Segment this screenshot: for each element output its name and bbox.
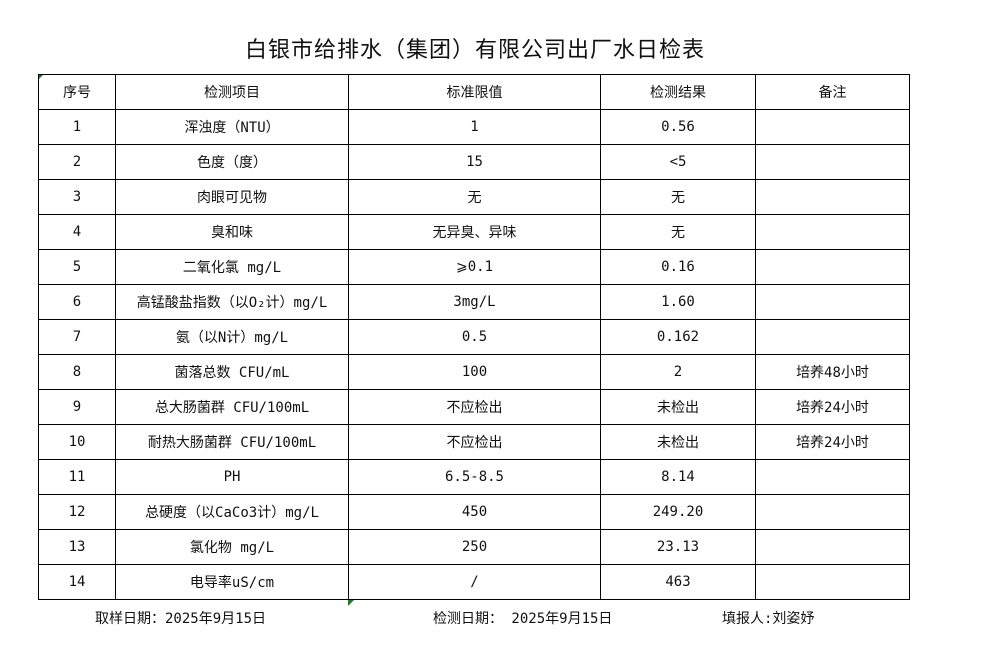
remark-cell [755, 214, 910, 250]
standard-limit-cell: 无 [348, 179, 601, 215]
row-number-cell: 2 [38, 144, 116, 180]
table-row: 10 耐热大肠菌群 CFU/100mL 不应检出 未检出 培养24小时 [38, 424, 910, 460]
test-result-cell: 未检出 [600, 424, 756, 460]
table-row: 11 PH 6.5-8.5 8.14 [38, 459, 910, 495]
remark-cell [755, 319, 910, 355]
standard-limit-cell: 0.5 [348, 319, 601, 355]
test-item-cell: 氯化物 mg/L [115, 529, 349, 565]
test-item-cell: 高锰酸盐指数（以O₂计）mg/L [115, 284, 349, 320]
standard-limit-cell: 无异臭、异味 [348, 214, 601, 250]
test-item-cell: 色度（度） [115, 144, 349, 180]
header-cell: 序号 [38, 74, 116, 110]
standard-limit-cell: ⩾0.1 [348, 249, 601, 285]
remark-cell [755, 459, 910, 495]
table-row: 1 浑浊度（NTU） 1 0.56 [38, 109, 910, 145]
remark-cell: 培养24小时 [755, 389, 910, 425]
remark-cell [755, 249, 910, 285]
row-number-cell: 4 [38, 214, 116, 250]
cell-marker-icon [348, 600, 354, 606]
standard-limit-cell: 6.5-8.5 [348, 459, 601, 495]
remark-cell [755, 144, 910, 180]
row-number-cell: 14 [38, 564, 116, 600]
remark-cell: 培养48小时 [755, 354, 910, 390]
row-number-cell: 9 [38, 389, 116, 425]
test-result-cell: 23.13 [600, 529, 756, 565]
test-result-cell: <5 [600, 144, 756, 180]
reporter: 填报人:刘姿妤 [722, 611, 815, 627]
remark-cell [755, 564, 910, 600]
test-item-cell: 菌落总数 CFU/mL [115, 354, 349, 390]
table-row: 3 肉眼可见物无无 [38, 179, 910, 215]
header-cell: 备注 [755, 74, 910, 110]
row-number-cell: 11 [38, 459, 116, 495]
test-item-cell: 耐热大肠菌群 CFU/100mL [115, 424, 349, 460]
test-item-cell: 浑浊度（NTU） [115, 109, 349, 145]
row-number-cell: 7 [38, 319, 116, 355]
test-result-cell: 0.162 [600, 319, 756, 355]
standard-limit-cell: 250 [348, 529, 601, 565]
remark-cell: 培养24小时 [755, 424, 910, 460]
standard-limit-cell: 15 [348, 144, 601, 180]
row-number-cell: 3 [38, 179, 116, 215]
remark-cell [755, 494, 910, 530]
table-row: 7 氨（以N计）mg/L 0.5 0.162 [38, 319, 910, 355]
row-number-cell: 1 [38, 109, 116, 145]
table-row: 4 臭和味 无异臭、异味无 [38, 214, 910, 250]
test-result-cell: 未检出 [600, 389, 756, 425]
page-title: 白银市给排水（集团）有限公司出厂水日检表 [244, 38, 705, 63]
table-row: 6 高锰酸盐指数（以O₂计）mg/L 3mg/L 1.60 [38, 284, 910, 320]
test-item-cell: 总大肠菌群 CFU/100mL [115, 389, 349, 425]
row-number-cell: 10 [38, 424, 116, 460]
standard-limit-cell: 不应检出 [348, 424, 601, 460]
test-result-cell: 0.56 [600, 109, 756, 145]
test-result-cell: 8.14 [600, 459, 756, 495]
remark-cell [755, 529, 910, 565]
test-result-cell: 0.16 [600, 249, 756, 285]
standard-limit-cell: 不应检出 [348, 389, 601, 425]
remark-cell [755, 284, 910, 320]
test-result-cell: 1.60 [600, 284, 756, 320]
header-cell: 检测结果 [600, 74, 756, 110]
water-quality-table: 序号 检测项目 标准限值 检测结果 备注 1 浑浊度（NTU） 1 0.56 2 色度（度… [38, 74, 910, 600]
table-row: 9 总大肠菌群 CFU/100mL 不应检出 未检出 培养24小时 [38, 389, 910, 425]
table-row: 14 电导率uS/cm/463 [38, 564, 910, 600]
standard-limit-cell: 3mg/L [348, 284, 601, 320]
row-number-cell: 12 [38, 494, 116, 530]
remark-cell [755, 179, 910, 215]
test-result-cell: 463 [600, 564, 756, 600]
standard-limit-cell: 100 [348, 354, 601, 390]
row-number-cell: 5 [38, 249, 116, 285]
test-item-cell: 二氧化氯 mg/L [115, 249, 349, 285]
table-row: 5 二氧化氯 mg/L ⩾0.1 0.16 [38, 249, 910, 285]
table-header-row: 序号 检测项目 标准限值 检测结果 备注 [38, 74, 910, 110]
row-number-cell: 8 [38, 354, 116, 390]
test-result-cell: 无 [600, 214, 756, 250]
sampling-date: 取样日期：2025年9月15日 [95, 611, 267, 627]
test-date: 检测日期： 2025年9月15日 [433, 611, 613, 627]
test-result-cell: 2 [600, 354, 756, 390]
row-number-cell: 13 [38, 529, 116, 565]
standard-limit-cell: 1 [348, 109, 601, 145]
table-row: 2 色度（度） 15 <5 [38, 144, 910, 180]
standard-limit-cell: / [348, 564, 601, 600]
test-item-cell: 肉眼可见物 [115, 179, 349, 215]
header-cell: 检测项目 [115, 74, 349, 110]
test-item-cell: PH [115, 459, 349, 495]
test-item-cell: 电导率uS/cm [115, 564, 349, 600]
test-item-cell: 总硬度（以CaCo3计）mg/L [115, 494, 349, 530]
test-result-cell: 249.20 [600, 494, 756, 530]
test-item-cell: 氨（以N计）mg/L [115, 319, 349, 355]
test-item-cell: 臭和味 [115, 214, 349, 250]
table-row: 8 菌落总数 CFU/mL 100 2 培养48小时 [38, 354, 910, 390]
remark-cell [755, 109, 910, 145]
header-cell: 标准限值 [348, 74, 601, 110]
test-result-cell: 无 [600, 179, 756, 215]
standard-limit-cell: 450 [348, 494, 601, 530]
table-row: 12 总硬度（以CaCo3计）mg/L 450 249.20 [38, 494, 910, 530]
table-row: 13 氯化物 mg/L 250 23.13 [38, 529, 910, 565]
row-number-cell: 6 [38, 284, 116, 320]
